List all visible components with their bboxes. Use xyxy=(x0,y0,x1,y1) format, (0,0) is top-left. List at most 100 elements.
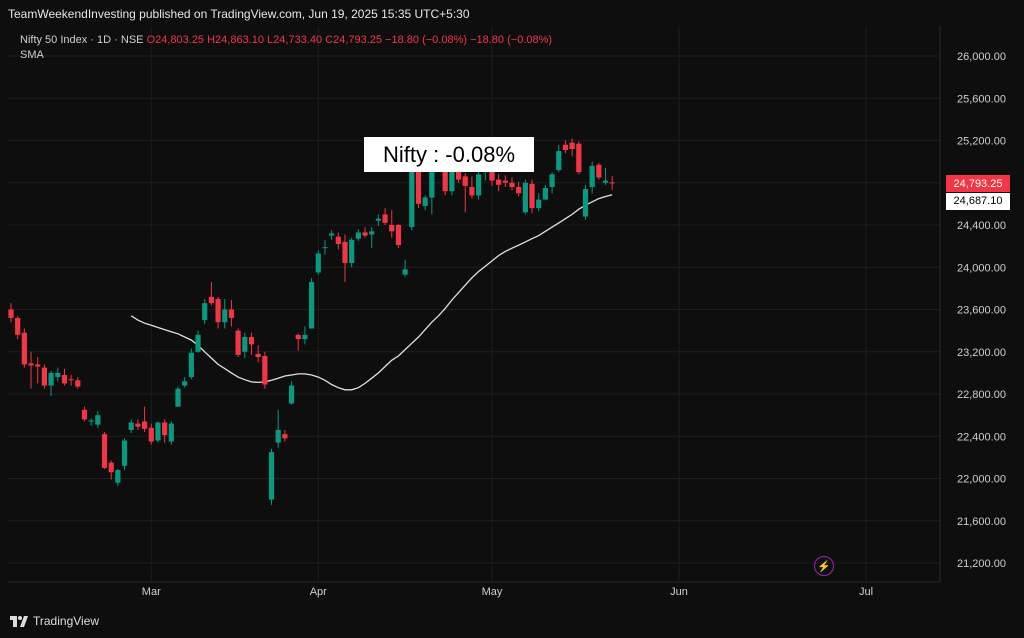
candle-body xyxy=(68,379,74,381)
candle xyxy=(35,357,41,384)
candle xyxy=(389,210,395,238)
candle xyxy=(115,468,121,486)
candle xyxy=(208,282,214,306)
candle-body xyxy=(449,167,455,192)
candle xyxy=(282,429,288,442)
symbol-legend[interactable]: Nifty 50 Index · 1D · NSE O24,803.25 H24… xyxy=(20,34,552,46)
candle xyxy=(101,432,108,469)
candle-body xyxy=(202,303,208,321)
candle-body xyxy=(536,199,542,209)
candle-body xyxy=(442,160,448,192)
candle-body xyxy=(175,388,181,407)
candle xyxy=(195,330,201,353)
candle-body xyxy=(582,189,589,217)
candle xyxy=(28,351,34,389)
candle xyxy=(549,172,555,194)
candle-body xyxy=(596,164,602,178)
candle-body xyxy=(21,332,27,365)
candle xyxy=(536,193,542,212)
candle xyxy=(55,367,61,382)
candle-body xyxy=(288,385,295,404)
candle-body xyxy=(489,163,495,181)
candle xyxy=(556,144,562,173)
candle xyxy=(329,230,335,240)
candle xyxy=(516,181,522,197)
candle-body xyxy=(549,174,555,187)
candle-body xyxy=(155,422,161,441)
candle xyxy=(409,167,415,231)
candle xyxy=(295,333,301,351)
x-tick-label: Apr xyxy=(310,586,327,598)
candle-body xyxy=(75,380,81,387)
candle-body xyxy=(389,225,395,232)
candle xyxy=(402,259,408,277)
candle-body xyxy=(268,452,275,500)
candle-body xyxy=(135,423,141,427)
annotation-label[interactable]: Nifty : -0.08% xyxy=(364,137,534,172)
candle xyxy=(215,296,221,329)
candle xyxy=(182,377,188,388)
y-tick-label: 25,600.00 xyxy=(957,93,1006,105)
candle xyxy=(502,175,508,187)
candle-body xyxy=(335,236,341,245)
candle-body xyxy=(576,143,582,173)
candle xyxy=(589,161,595,194)
sma-indicator-label[interactable]: SMA xyxy=(20,49,44,61)
candle-body xyxy=(569,142,575,149)
candle xyxy=(562,140,569,154)
candle xyxy=(8,303,14,323)
candle-body xyxy=(242,336,248,352)
candle xyxy=(242,332,248,359)
candle xyxy=(369,227,375,249)
candle xyxy=(142,406,148,433)
last-price-tag: 24,793.25 xyxy=(946,175,1010,193)
publisher-header: TeamWeekendInvesting published on Tradin… xyxy=(8,7,470,21)
candle-body xyxy=(81,409,88,420)
candle-body xyxy=(516,186,522,194)
price-axis: 26,000.0025,600.0025,200.0024,800.0024,4… xyxy=(957,51,1006,570)
y-tick-label: 22,400.00 xyxy=(957,431,1006,443)
candle-body xyxy=(589,165,595,187)
candle-body xyxy=(248,336,255,345)
candle xyxy=(602,167,609,185)
candle-body xyxy=(556,151,562,171)
candle xyxy=(355,229,361,241)
candle-body xyxy=(28,363,34,366)
candle xyxy=(462,173,468,213)
tradingview-brand[interactable]: TradingView xyxy=(10,614,99,628)
candle-body xyxy=(382,214,388,223)
candle-body xyxy=(469,186,475,196)
candle-body xyxy=(402,269,408,275)
candle xyxy=(335,232,341,250)
candle xyxy=(275,409,281,448)
y-tick-label: 22,000.00 xyxy=(957,474,1006,486)
candle-body xyxy=(349,239,355,264)
candle xyxy=(175,386,181,407)
y-tick-label: 25,200.00 xyxy=(957,136,1006,148)
candle-body xyxy=(409,171,415,228)
candle xyxy=(375,214,381,227)
candle xyxy=(315,250,321,275)
candle-body xyxy=(355,232,361,239)
candle xyxy=(509,177,515,191)
candle-body xyxy=(168,423,174,442)
candle xyxy=(529,179,535,214)
candle-body xyxy=(602,180,609,183)
candle xyxy=(202,298,208,325)
candle xyxy=(168,421,174,445)
x-tick-label: Jul xyxy=(859,586,873,598)
sma-line xyxy=(130,194,613,391)
bolt-icon[interactable]: ⚡ xyxy=(814,556,834,576)
candle-body xyxy=(142,421,148,429)
candle-body xyxy=(148,427,154,442)
candle xyxy=(235,328,241,358)
candle-body xyxy=(95,415,101,425)
candle xyxy=(188,348,194,380)
candle-body xyxy=(275,429,281,443)
candle xyxy=(522,179,528,215)
candle xyxy=(95,410,101,428)
candle xyxy=(148,423,154,445)
candle-body xyxy=(235,330,241,355)
candle-body xyxy=(415,170,422,204)
